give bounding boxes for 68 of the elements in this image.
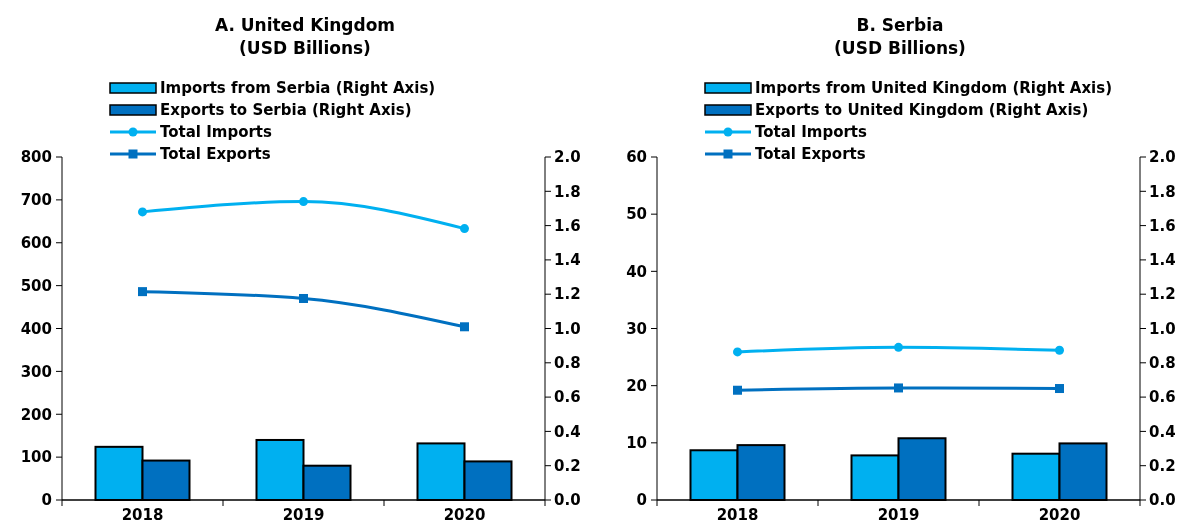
y2-tick-label: 1.6	[554, 216, 581, 235]
legend-label: Total Exports	[160, 145, 271, 164]
y-tick-label: 20	[626, 376, 647, 395]
y2-tick-label: 1.4	[1149, 251, 1176, 270]
x-tick-label: 2020	[1038, 506, 1081, 524]
y-tick-label: 30	[626, 319, 647, 338]
y2-tick-label: 0.8	[1149, 354, 1176, 373]
y2-tick-label: 0.2	[554, 456, 581, 475]
y2-tick-label: 1.0	[1149, 319, 1176, 338]
legend-label: Imports from Serbia (Right Axis)	[160, 79, 436, 98]
y2-tick-label: 0.0	[554, 491, 581, 510]
y-tick-label: 500	[20, 276, 52, 295]
y-tick-label: 40	[626, 262, 647, 281]
y2-tick-label: 1.2	[1149, 285, 1176, 304]
point	[138, 287, 147, 297]
point	[894, 342, 903, 352]
y-tick-label: 300	[20, 362, 52, 381]
y2-tick-label: 0.0	[1149, 491, 1176, 510]
y-tick-label: 0	[41, 491, 52, 510]
y-tick-label: 700	[20, 191, 52, 210]
y2-tick-label: 1.2	[554, 285, 581, 304]
y-tick-label: 200	[20, 405, 52, 424]
y-tick-label: 600	[20, 234, 52, 252]
point	[894, 383, 903, 393]
y2-tick-label: 2.0	[1149, 148, 1176, 167]
point	[299, 197, 308, 207]
chart-subtitle: (USD Billions)	[834, 38, 966, 58]
point	[460, 224, 469, 234]
y2-tick-label: 1.8	[554, 182, 581, 201]
y2-tick-label: 2.0	[554, 148, 581, 167]
x-tick-label: 2019	[282, 506, 325, 524]
chart-title: A. United Kingdom	[214, 15, 396, 35]
y-tick-label: 60	[626, 148, 647, 167]
y2-tick-label: 0.4	[1149, 422, 1176, 441]
y-tick-label: 50	[626, 205, 647, 224]
legend-label: Imports from United Kingdom (Right Axis)	[755, 79, 1112, 98]
chart-title: B. Serbia	[856, 15, 944, 35]
x-tick-label: 2019	[877, 506, 920, 524]
point	[733, 347, 742, 357]
y2-tick-label: 1.8	[1149, 182, 1176, 201]
y2-tick-label: 0.2	[1149, 456, 1176, 475]
point	[1055, 384, 1064, 394]
y2-tick-label: 1.4	[554, 251, 581, 270]
y2-tick-label: 0.8	[554, 354, 581, 373]
point	[138, 207, 147, 217]
point	[299, 293, 308, 303]
x-tick-label: 2020	[443, 506, 486, 524]
y2-tick-label: 1.0	[554, 319, 581, 338]
point	[460, 322, 469, 332]
x-tick-label: 2018	[121, 506, 164, 524]
legend-label: Total Imports	[755, 123, 868, 142]
legend-label: Total Imports	[160, 123, 273, 142]
y-tick-label: 10	[626, 434, 647, 453]
y2-tick-label: 0.6	[1149, 388, 1176, 407]
legend-label: Exports to United Kingdom (Right Axis)	[755, 101, 1089, 120]
x-tick-label: 2018	[716, 506, 759, 524]
point	[733, 385, 742, 395]
y-tick-label: 100	[20, 448, 52, 467]
y2-tick-label: 0.4	[554, 422, 581, 441]
point	[1055, 345, 1064, 355]
chart-subtitle: (USD Billions)	[239, 38, 371, 58]
y2-tick-label: 0.6	[554, 388, 581, 407]
legend-label: Total Exports	[755, 145, 866, 164]
y-tick-label: 0	[636, 491, 647, 510]
legend-label: Exports to Serbia (Right Axis)	[160, 101, 412, 120]
y-tick-label: 800	[20, 148, 52, 167]
y2-tick-label: 1.6	[1149, 216, 1176, 235]
y-tick-label: 400	[20, 319, 52, 338]
